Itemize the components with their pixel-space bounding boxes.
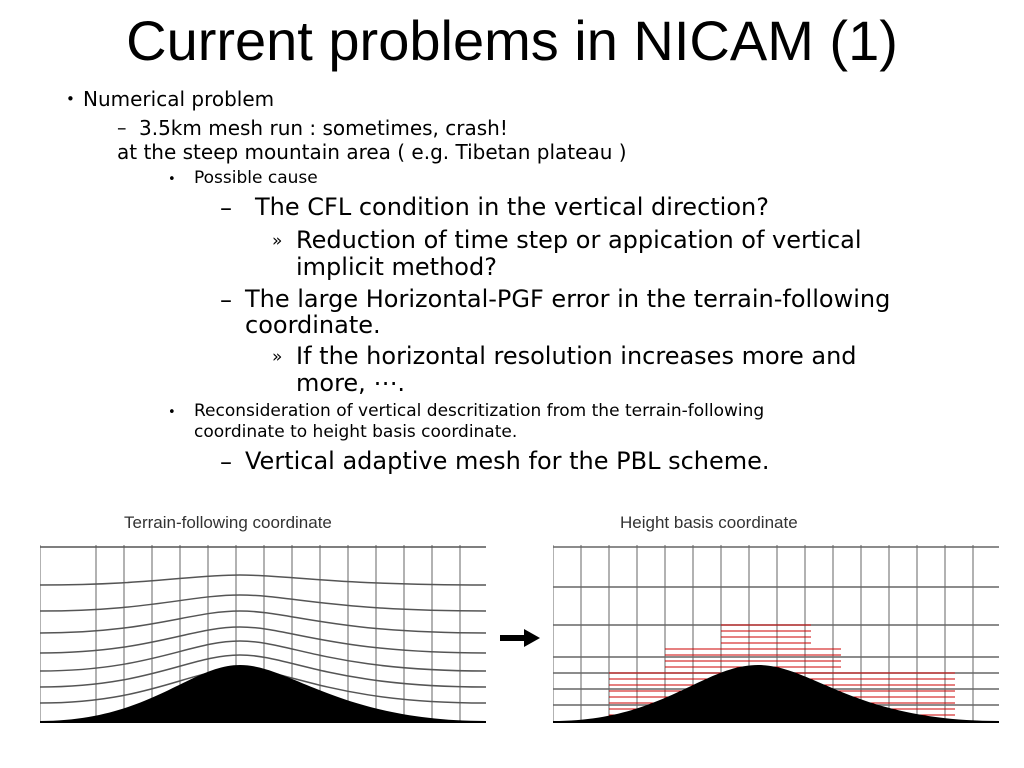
guillemet-marker: »	[272, 231, 283, 251]
dash-marker: –	[220, 448, 232, 476]
reconsideration-text-line1: Reconsideration of vertical descritizati…	[194, 401, 765, 421]
mountain-terrain	[40, 665, 486, 723]
cfl-condition-text: The CFL condition in the vertical direct…	[255, 193, 769, 221]
reduction-text-line1: Reduction of time step or appication of …	[296, 226, 862, 254]
terrain-following-diagram	[40, 545, 486, 723]
dash-marker: –	[220, 194, 232, 222]
bullet-dot: •	[168, 405, 176, 420]
adaptive-mesh-text: Vertical adaptive mesh for the PBL schem…	[245, 447, 770, 475]
slide-title: Current problems in NICAM (1)	[126, 9, 898, 72]
resolution-text-line1: If the horizontal resolution increases m…	[296, 342, 857, 370]
dash-marker: –	[117, 117, 127, 139]
bullet-dot: •	[66, 90, 75, 108]
possible-cause-text: Possible cause	[194, 168, 318, 188]
guillemet-marker: »	[272, 347, 283, 367]
mesh-run-text: 3.5km mesh run : sometimes, crash!	[139, 116, 508, 140]
bullet-dot: •	[168, 172, 176, 187]
reconsideration-text-line2: coordinate to height basis coordinate.	[194, 422, 518, 442]
resolution-text-line2: more, ⋯.	[296, 369, 406, 397]
height-basis-label: Height basis coordinate	[620, 513, 798, 532]
pgf-error-text-line1: The large Horizontal-PGF error in the te…	[245, 285, 891, 313]
mountain-terrain	[553, 665, 999, 723]
steep-mountain-text: at the steep mountain area ( e.g. Tibeta…	[117, 140, 627, 164]
reduction-text-line2: implicit method?	[296, 253, 497, 281]
pgf-error-text-line2: coordinate.	[245, 311, 381, 339]
dash-marker: –	[220, 286, 232, 314]
terrain-following-label: Terrain-following coordinate	[124, 513, 332, 532]
height-basis-diagram	[553, 545, 999, 723]
right-arrow-icon	[500, 629, 540, 647]
numerical-problem-text: Numerical problem	[83, 87, 275, 111]
